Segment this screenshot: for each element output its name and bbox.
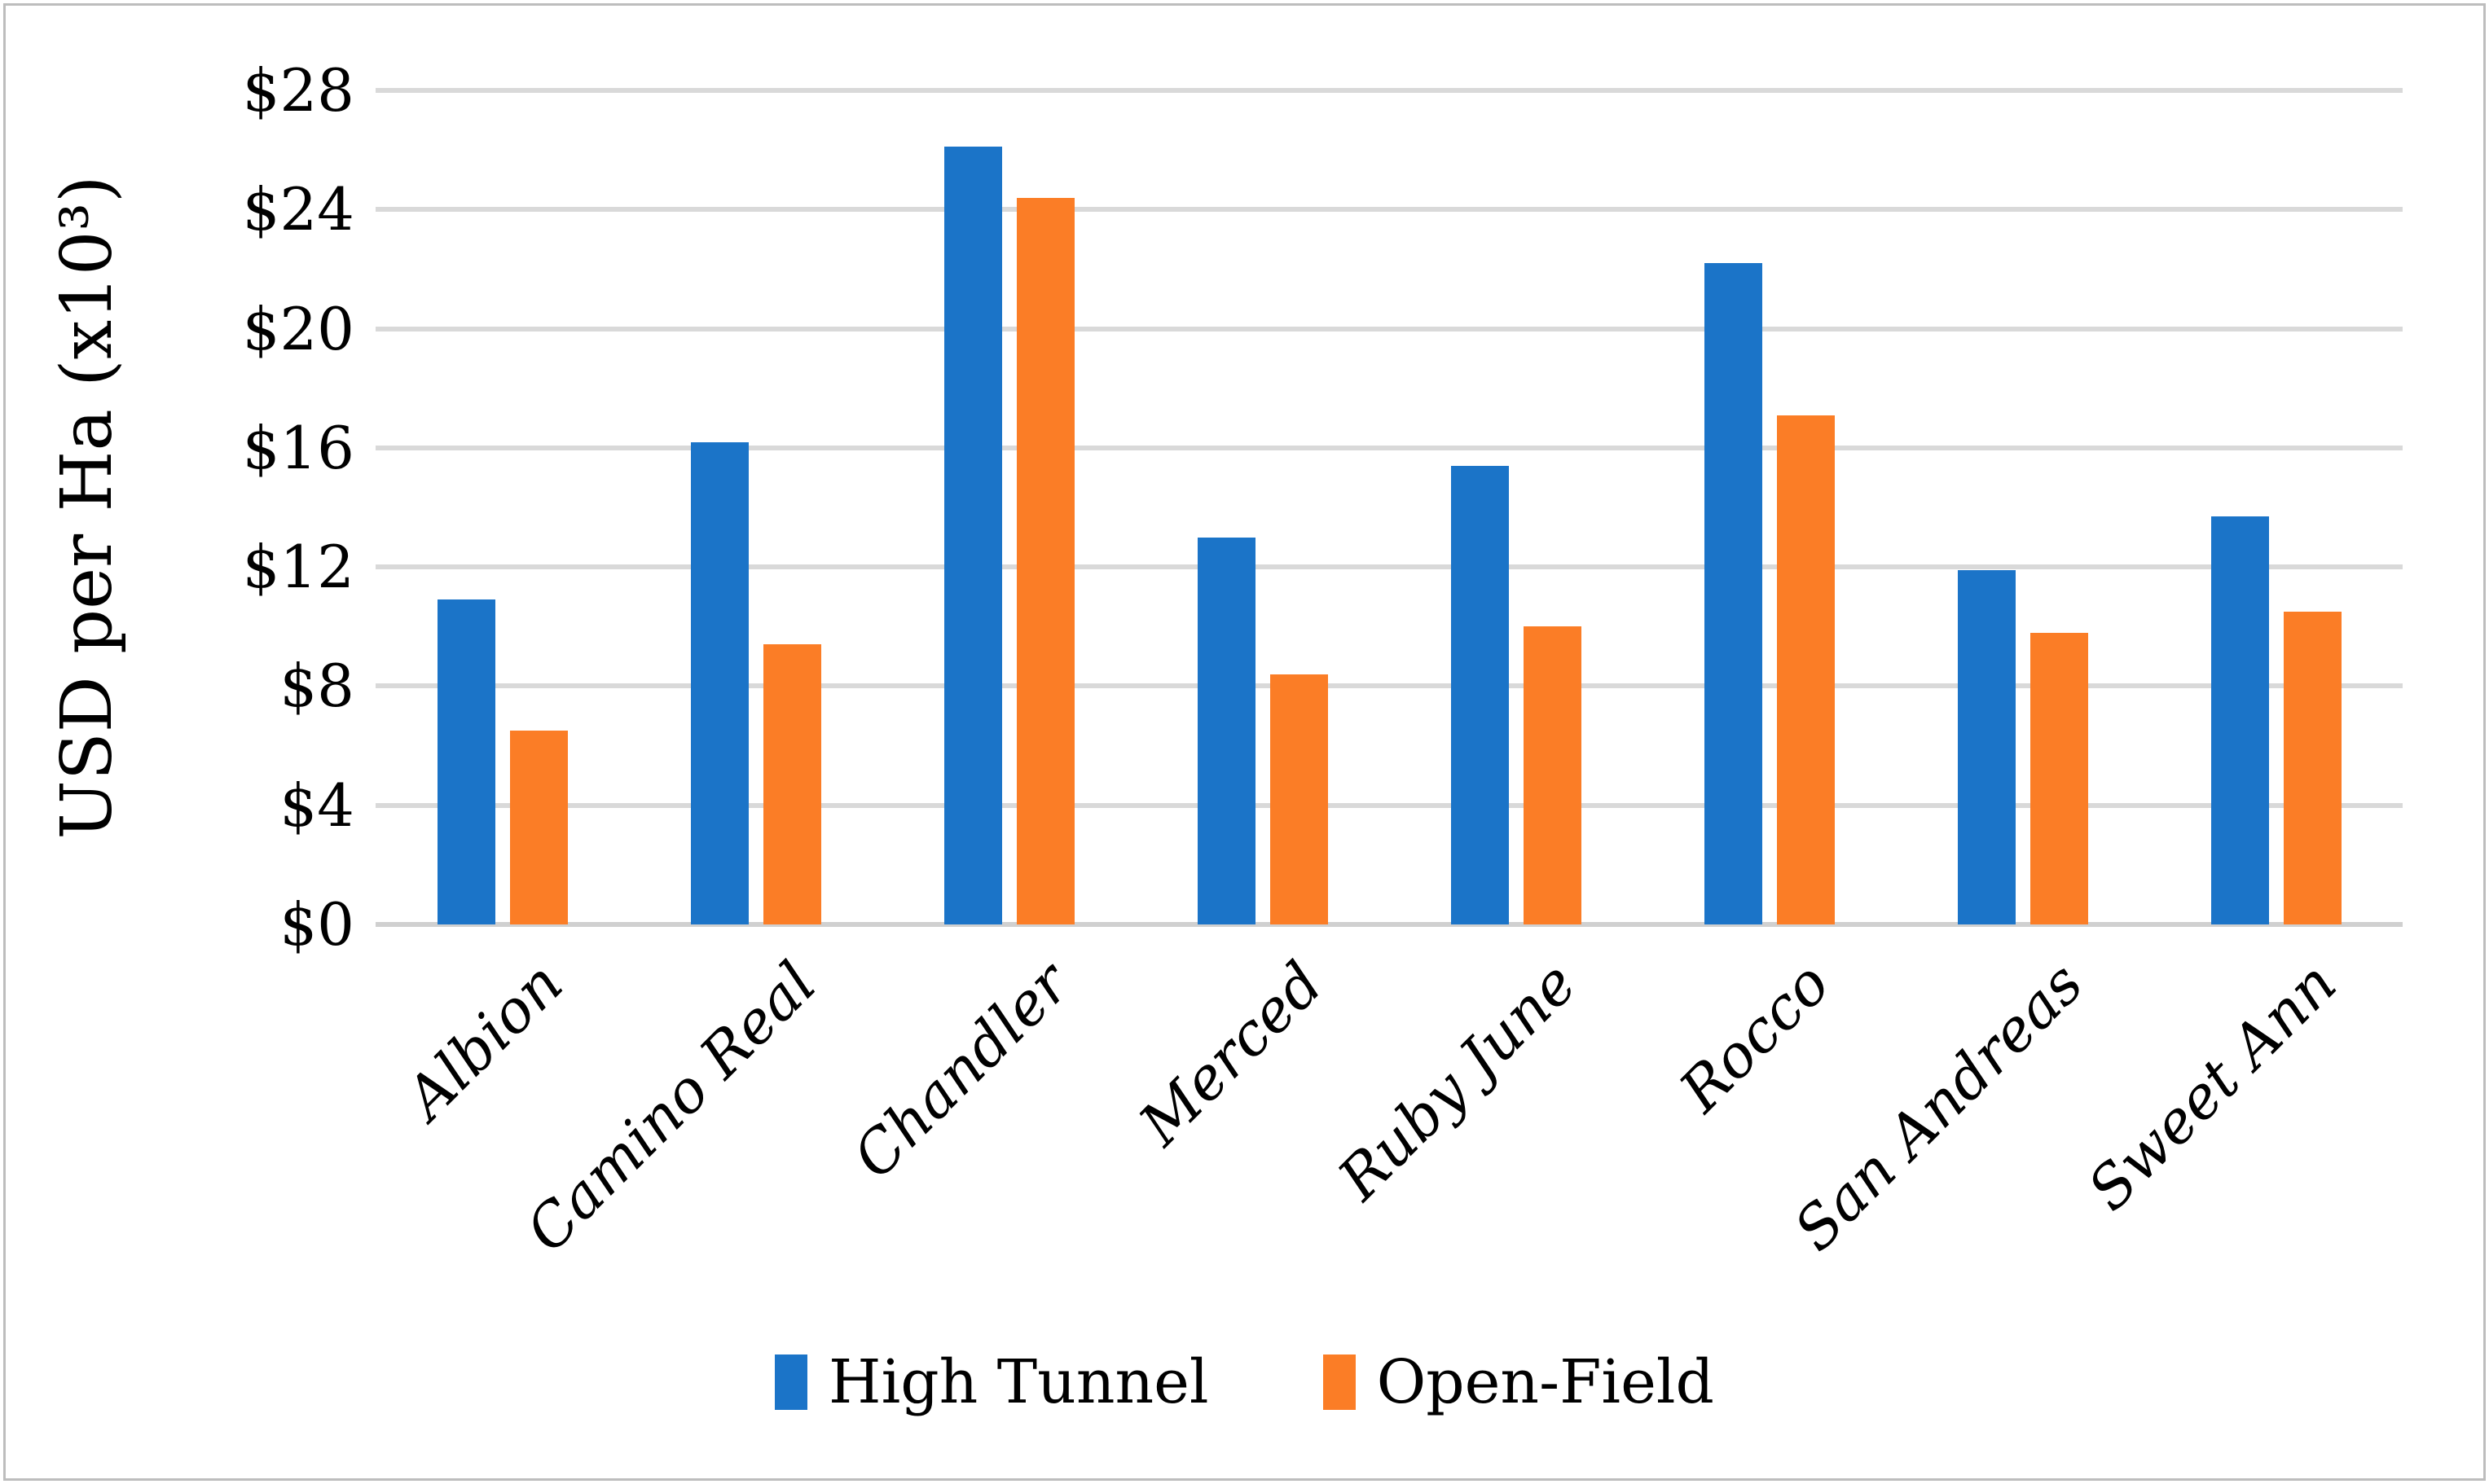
legend-label-open-field: Open-Field [1376,1347,1714,1417]
bar-high-tunnel-ruby-june [1450,465,1509,924]
bar-open-field-ruby-june [1523,626,1581,924]
bar-chart-plot-area: $0 $4 $8 $12 $16 $20 $24 $28 Albion Camino Real C… [6,6,2483,1478]
y-tick-label-28: $28 [242,56,354,125]
figure-frame: $0 $4 $8 $12 $16 $20 $24 $28 Albion Camino Real C… [3,3,2486,1481]
bar-open-field-merced [1269,674,1328,924]
gridline-0 [376,922,2403,927]
y-tick-label-4: $4 [279,771,354,840]
legend: High Tunnel Open-Field [6,1346,2483,1419]
bar-high-tunnel-rocco [1704,263,1762,924]
legend-swatch-open-field [1322,1354,1356,1410]
gridline-20 [376,326,2403,331]
bar-open-field-camino-real [763,644,821,924]
y-tick-label-16: $16 [242,413,354,482]
gridline-16 [376,445,2403,450]
y-tick-label-12: $12 [242,533,354,602]
gridline-28 [376,88,2403,93]
bar-open-field-san-andreas [2029,632,2088,924]
y-tick-label-24: $24 [242,175,354,244]
legend-item-high-tunnel: High Tunnel [775,1346,1209,1419]
legend-swatch-high-tunnel [775,1354,808,1410]
bar-high-tunnel-merced [1197,537,1255,924]
gridline-12 [376,564,2403,570]
bar-open-field-chandler [1016,197,1075,924]
y-tick-label-8: $8 [279,652,354,721]
gridline-4 [376,802,2403,808]
y-tick-label-20: $20 [242,294,354,363]
bar-high-tunnel-camino-real [690,441,749,924]
bar-open-field-rocco [1776,415,1835,924]
gridline-8 [376,683,2403,689]
bar-high-tunnel-sweet-ann [2210,516,2269,924]
legend-item-open-field: Open-Field [1322,1346,1714,1419]
bar-high-tunnel-san-andreas [1957,569,2016,924]
bar-high-tunnel-chandler [943,147,1002,924]
gridline-24 [376,207,2403,213]
bar-open-field-sweet-ann [2283,612,2342,924]
bar-open-field-albion [509,731,568,924]
legend-label-high-tunnel: High Tunnel [829,1347,1209,1417]
y-tick-label-0: $0 [279,890,354,959]
y-axis-title: USD per Ha (x10³) [46,175,128,840]
bar-high-tunnel-albion [437,599,495,924]
